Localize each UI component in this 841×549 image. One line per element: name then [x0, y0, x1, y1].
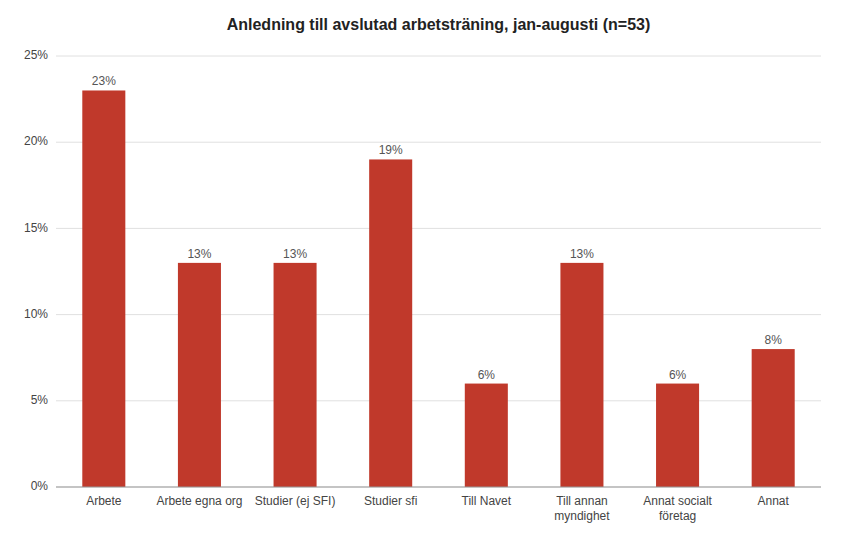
chart-svg: 0% 5% 10% 15% 20% 25% 23% 13% 13% 19% 6% 13% 6% 8% Arb…	[0, 0, 841, 549]
x-tick-label: Annat socialtföretag	[643, 494, 712, 523]
y-tick-label: 10%	[24, 307, 48, 321]
y-tick-label: 25%	[24, 48, 48, 62]
grid-line	[56, 142, 821, 143]
y-tick-label: 15%	[24, 221, 48, 235]
x-tick-label-line: Arbete	[86, 494, 122, 508]
x-tick-label: Studier sfi	[364, 494, 417, 508]
bar	[369, 159, 412, 487]
data-label: 6%	[478, 368, 496, 382]
x-tick-label-line: Arbete egna org	[156, 494, 242, 508]
data-label: 23%	[92, 74, 116, 88]
bar	[560, 263, 603, 487]
grid-line	[56, 400, 821, 401]
x-tick-label: Arbete egna org	[156, 494, 242, 508]
y-tick-label: 20%	[24, 134, 48, 148]
bar	[465, 384, 508, 487]
x-tick-label-line: företag	[659, 509, 696, 523]
grid-line	[56, 314, 821, 315]
data-label: 13%	[187, 247, 211, 261]
bars	[82, 90, 794, 487]
x-tick-label-line: myndighet	[554, 509, 610, 523]
bar	[274, 263, 317, 487]
x-tick-label: Studier (ej SFI)	[255, 494, 336, 508]
data-label: 19%	[379, 143, 403, 157]
bar	[82, 90, 125, 487]
grid-line	[56, 228, 821, 229]
x-tick-label-line: Annat socialt	[643, 494, 712, 508]
bar	[656, 384, 699, 487]
y-axis: 0% 5% 10% 15% 20% 25%	[24, 48, 48, 493]
background	[0, 0, 841, 549]
x-tick-label-line: Annat	[758, 494, 790, 508]
bar	[178, 263, 221, 487]
data-label: 8%	[765, 333, 783, 347]
x-axis-line	[56, 487, 821, 488]
x-tick-label-line: Studier sfi	[364, 494, 417, 508]
x-tick-label: Annat	[758, 494, 790, 508]
data-label: 13%	[283, 247, 307, 261]
data-label: 6%	[669, 368, 687, 382]
grid-line	[56, 487, 821, 488]
x-tick-label-line: Studier (ej SFI)	[255, 494, 336, 508]
x-axis: Arbete Arbete egna org Studier (ej SFI) Stu…	[86, 494, 789, 523]
data-label: 13%	[570, 247, 594, 261]
y-tick-label: 0%	[31, 479, 49, 493]
x-tick-label: Till Navet	[462, 494, 512, 508]
y-tick-label: 5%	[31, 393, 49, 407]
x-tick-label: Arbete	[86, 494, 122, 508]
bar	[752, 349, 795, 487]
grid-line	[56, 56, 821, 57]
chart-container: 0% 5% 10% 15% 20% 25% 23% 13% 13% 19% 6% 13% 6% 8% Arb…	[0, 0, 841, 549]
x-tick-label: Till annanmyndighet	[554, 494, 610, 523]
x-tick-label-line: Till annan	[556, 494, 608, 508]
data-labels: 23% 13% 13% 19% 6% 13% 6% 8%	[92, 74, 782, 381]
title: Anledning till avslutad arbetsträning, j…	[227, 16, 651, 33]
x-tick-label-line: Till Navet	[462, 494, 512, 508]
grid	[56, 56, 821, 487]
